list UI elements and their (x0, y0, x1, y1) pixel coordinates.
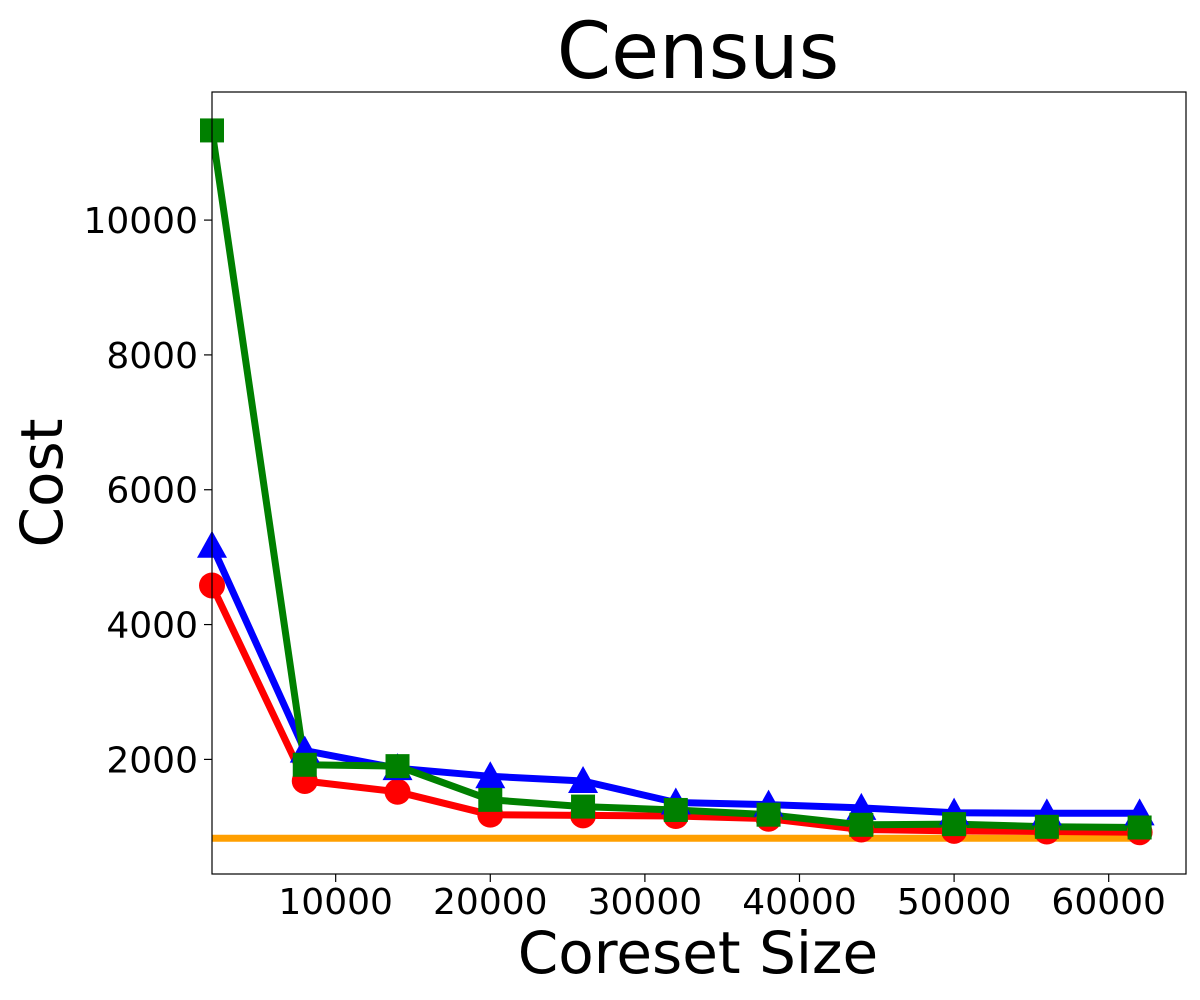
data-point-triangle (475, 761, 506, 789)
y-axis: 2000 4000 6000 8000 10000 (83, 201, 212, 781)
plot-area (197, 91, 1187, 875)
data-point-square (292, 752, 317, 777)
y-axis-label: Cost (8, 419, 76, 548)
series-line-2 (212, 544, 1140, 817)
series-line-3 (212, 129, 1140, 831)
data-point-square (571, 794, 596, 819)
plot-frame (211, 91, 1187, 875)
chart-title: Census (557, 7, 840, 97)
y-tick-label: 2000 (106, 740, 198, 781)
x-tick-label: 60000 (1051, 882, 1166, 923)
x-tick-label: 50000 (897, 882, 1012, 923)
x-tick-label: 20000 (433, 882, 548, 923)
x-tick-label: 10000 (278, 882, 393, 923)
series-layer (212, 129, 1140, 842)
data-point-circle (384, 778, 411, 805)
x-tick-label: 30000 (588, 882, 703, 923)
x-tick-label: 40000 (742, 882, 857, 923)
data-point-square (1127, 815, 1152, 840)
y-tick-label: 10000 (83, 201, 198, 242)
x-axis-label: Coreset Size (518, 919, 878, 987)
y-tick-label: 8000 (106, 336, 198, 377)
y-tick-label: 4000 (106, 606, 198, 647)
marker-layer (197, 118, 1155, 846)
data-point-square (849, 812, 874, 837)
data-point-triangle (568, 765, 599, 793)
data-point-square (756, 802, 781, 827)
data-point-square (1034, 814, 1059, 839)
data-point-square (478, 787, 503, 812)
x-axis: 10000 20000 30000 40000 50000 60000 (278, 874, 1166, 923)
data-point-square (385, 754, 410, 779)
data-point-square (663, 797, 688, 822)
y-tick-label: 6000 (106, 471, 198, 512)
data-point-square (942, 812, 967, 837)
